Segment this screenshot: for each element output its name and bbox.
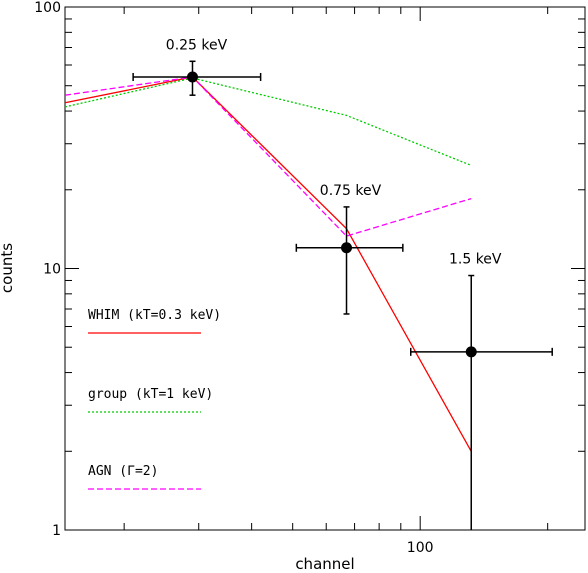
y-tick-label: 10 [43,262,61,278]
y-axis-title: counts [0,243,16,293]
series-lines [64,76,472,452]
series-line [64,77,472,167]
data-point [186,71,198,83]
energy-label: 1.5 keV [449,252,502,268]
x-axis-title: channel [295,555,354,573]
ticks: 1 10 100 100 [34,0,585,556]
data-point [465,346,477,358]
legend-label: group (kT=1 keV) [88,387,213,402]
y-tick-label: 100 [34,0,61,16]
plot-frame [64,6,586,531]
legend-label: WHIM (kT=0.3 keV) [88,308,221,323]
energy-label: 0.75 keV [320,183,382,199]
series-line [64,76,472,237]
x-tick-label: 100 [407,540,434,556]
legend: WHIM (kT=0.3 keV) group (kT=1 keV) AGN (Γ=… [88,308,221,490]
energy-label: 0.25 keV [166,37,228,53]
legend-label: AGN (Γ=2) [88,464,158,479]
data-point [341,242,353,254]
data-points: 0.25 keV 0.75 keV 1.5 keV [132,37,553,530]
y-tick-label: 1 [52,523,61,539]
series-line [64,76,472,452]
